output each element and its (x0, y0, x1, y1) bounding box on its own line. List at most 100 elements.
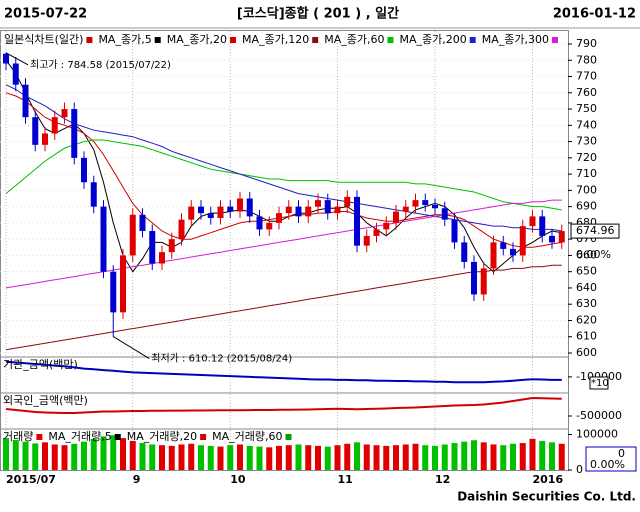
candle-body (168, 239, 175, 253)
candle-body (402, 206, 409, 212)
candle-body (519, 226, 526, 256)
volume-bar (266, 447, 273, 470)
volume-bar (315, 445, 321, 470)
legend-swatch (114, 434, 121, 440)
volume-bar (451, 443, 458, 470)
candle-body (373, 229, 380, 236)
y-tick-label: 740 (576, 118, 597, 131)
footer: Daishin Securities Co. Ltd. (457, 490, 636, 504)
candle-body (266, 222, 273, 230)
volume-bar (529, 438, 536, 470)
y-tick-label: -500000 (576, 409, 622, 422)
volume-bar (402, 444, 409, 470)
legend-label: MA_종가,60 (324, 33, 384, 46)
panel-title: 외국인_금액(백만) (3, 394, 88, 407)
candle-body (285, 206, 292, 214)
volume-bar (159, 445, 165, 470)
y-tick-label: 640 (576, 281, 597, 294)
y-tick-label: 730 (576, 135, 597, 148)
scale-box (589, 376, 609, 390)
volume-bar (549, 442, 555, 470)
volume-bar (461, 441, 468, 470)
y-tick-label: 760 (576, 86, 597, 99)
volume-bar (168, 445, 175, 470)
volume-bar (178, 444, 185, 470)
plot-frame (0, 30, 569, 471)
volume-bar (120, 438, 126, 470)
candle-body (315, 200, 321, 207)
legend-swatch (229, 37, 236, 43)
annotation-arrow (5, 52, 29, 66)
candle-body (81, 157, 87, 183)
candle-body (217, 206, 224, 219)
legend-swatch (469, 37, 476, 43)
ma-line (5, 199, 562, 289)
volume-bar (3, 438, 9, 470)
y-tick-label: 750 (576, 102, 597, 115)
candle-body (451, 219, 458, 243)
candle-body (363, 235, 370, 246)
current-volume: 0 (618, 447, 625, 460)
y-tick-label: 700 (576, 183, 597, 196)
candle-body (51, 117, 58, 134)
y-tick-label: 630 (576, 297, 597, 310)
candle-body (71, 109, 78, 158)
candle-body (324, 200, 331, 214)
x-tick-label: 10 (230, 473, 246, 486)
volume-bar (110, 435, 117, 470)
volume-bar (334, 445, 341, 470)
volume-bar (354, 442, 360, 470)
candle-body (178, 219, 185, 240)
volume-bar (558, 443, 565, 470)
candle-body (305, 206, 312, 217)
volume-bar (373, 445, 380, 470)
volume-bar (519, 443, 526, 470)
x-tick-label: 9 (133, 473, 141, 486)
legend-label: MA_종가,20 (167, 33, 227, 46)
legend-swatch (387, 37, 394, 43)
legend-label: 거래량 (3, 430, 33, 443)
candle-body (500, 242, 507, 249)
candle-body (461, 242, 468, 262)
ma-line (5, 139, 562, 211)
candle-body (558, 231, 565, 243)
candle-body (432, 205, 438, 209)
candle-body (529, 216, 536, 227)
volume-bar (393, 445, 399, 470)
high-annotation: 최고가 : 784.58 (2015/07/22) (30, 59, 171, 71)
candle-body (276, 213, 282, 223)
volume-bar (324, 446, 331, 470)
candle-body (393, 211, 399, 223)
candle-body (344, 196, 351, 207)
volume-bar (490, 444, 497, 470)
candle-body (471, 261, 477, 295)
candle-body (412, 200, 419, 207)
legend-label: MA_거래량,20 (127, 430, 197, 443)
y-tick-label: 620 (576, 313, 597, 326)
y-tick-label: 690 (576, 200, 597, 213)
volume-bar (344, 443, 351, 470)
legend-label: MA_종가,120 (242, 33, 309, 46)
volume-bar (217, 446, 224, 470)
volume-bar (422, 445, 429, 470)
legend-label: MA_거래량,5 (48, 430, 111, 443)
candle-body (159, 252, 165, 264)
volume-bar (51, 444, 58, 470)
volume-bar (81, 441, 87, 470)
candle-body (207, 213, 214, 219)
volume-bar (61, 445, 68, 470)
candle-body (22, 84, 29, 118)
y-tick-label: 790 (576, 37, 597, 50)
volume-bar (412, 443, 419, 470)
start-date: 2015-07-22 (4, 7, 87, 22)
candle-body (441, 208, 448, 220)
volume-bar (441, 444, 448, 470)
volume-bar (188, 443, 195, 470)
candle-body (256, 216, 263, 230)
volume-bar (90, 438, 97, 470)
legend-swatch (312, 37, 319, 43)
candle-body (100, 206, 107, 272)
volume-bar (256, 446, 263, 470)
volume-bar (227, 445, 234, 470)
